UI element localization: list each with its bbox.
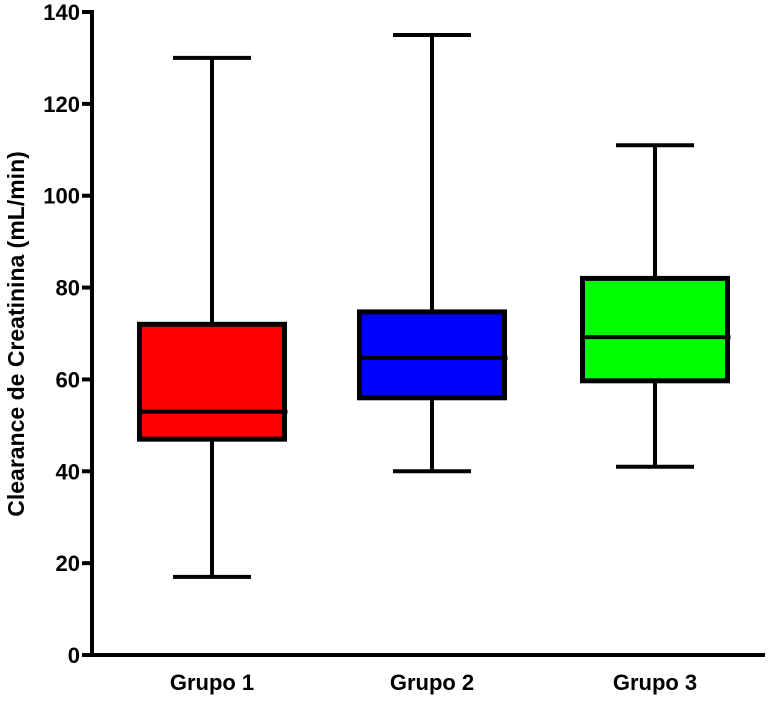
box-3: [580, 275, 730, 384]
y-tick-label: 80: [56, 276, 80, 301]
y-tick-label: 140: [43, 0, 80, 25]
y-tick-label: 40: [56, 459, 80, 484]
y-tick-label: 60: [56, 367, 80, 392]
y-tick-label: 100: [43, 184, 80, 209]
y-tick-label: 20: [56, 551, 80, 576]
y-axis-label: Clearance de Creatinina (mL/min): [3, 151, 29, 517]
box-2: [357, 309, 507, 401]
box-1: [137, 321, 287, 442]
y-tick-label: 0: [68, 643, 80, 668]
y-tick-label: 120: [43, 92, 80, 117]
x-tick-label: Grupo 2: [390, 670, 474, 695]
x-tick-label: Grupo 1: [170, 670, 254, 695]
x-tick-label: Grupo 3: [613, 670, 697, 695]
